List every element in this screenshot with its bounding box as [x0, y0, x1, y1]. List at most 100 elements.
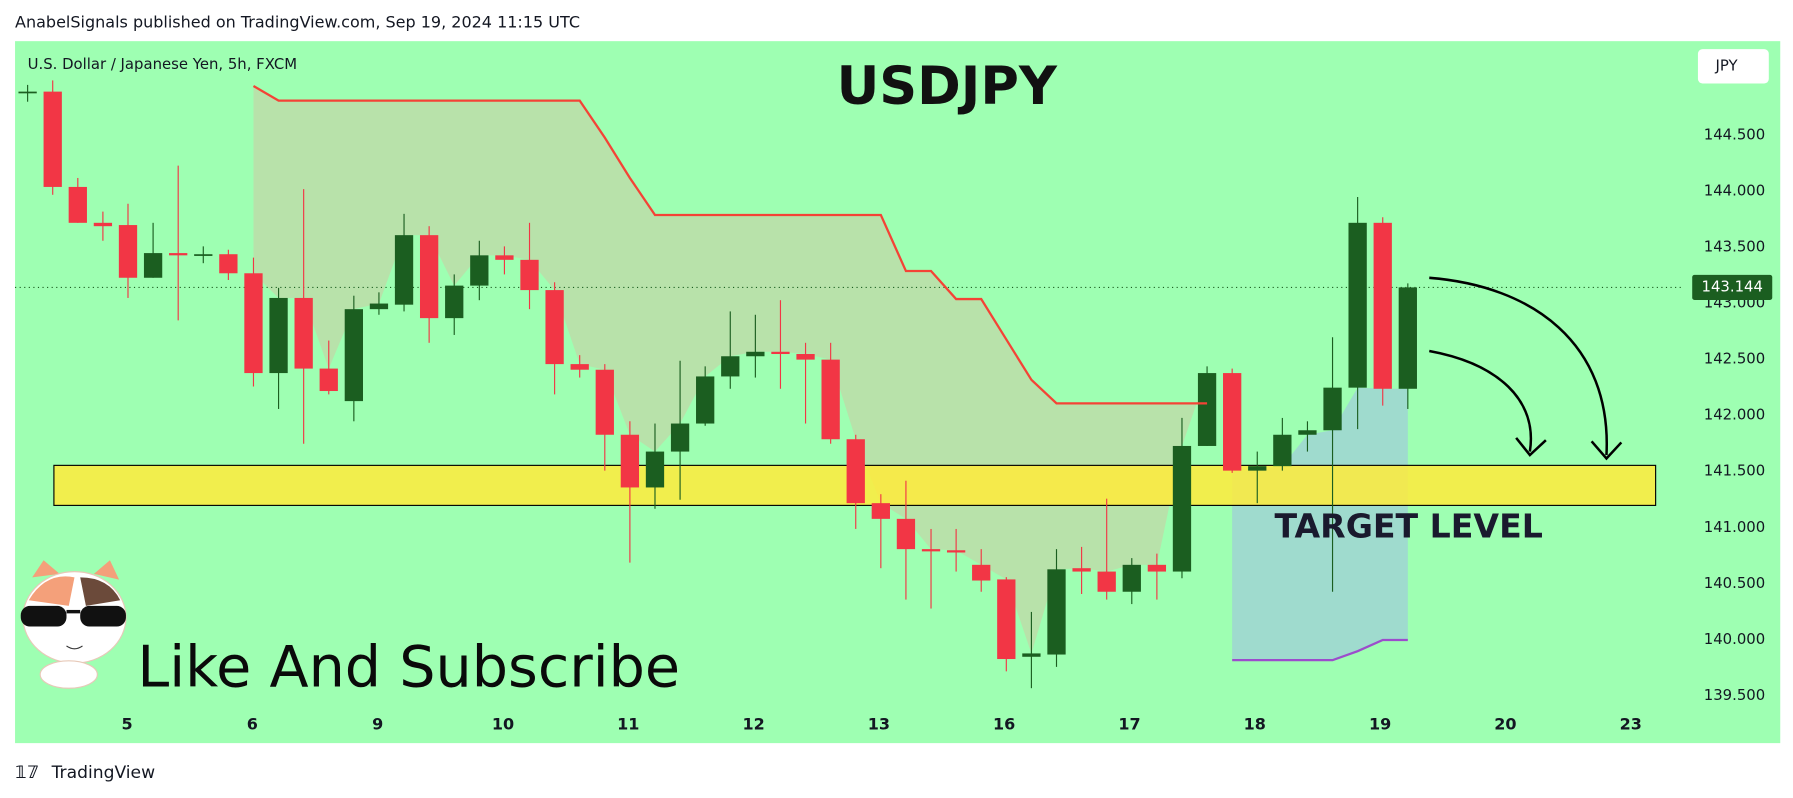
- currency[interactable]: JPY: [1714, 56, 1738, 74]
- y-tick-label: 144.500: [1704, 125, 1765, 143]
- x-tick-label: 10: [492, 714, 514, 733]
- last-price-label: 143.144: [1702, 277, 1763, 295]
- candle-body: [1323, 387, 1342, 431]
- symbol: U.S. Dollar / Japanese Yen, 5h, FXCM: [28, 55, 297, 73]
- band-line: [1232, 638, 1408, 662]
- candle-body: [1373, 222, 1392, 389]
- arrow-head: [1590, 440, 1623, 461]
- arrow-head: [1515, 437, 1547, 457]
- x-tick-label: 13: [868, 714, 890, 733]
- candle-body: [1072, 568, 1091, 572]
- x-tick-label: 11: [617, 714, 639, 733]
- candle-body: [1122, 564, 1141, 592]
- candle-body: [746, 351, 765, 357]
- last-price-box: [1692, 274, 1773, 300]
- candle-body: [194, 254, 213, 256]
- candle-body: [570, 364, 589, 370]
- annotation: Like And Subscribe: [137, 635, 680, 701]
- candle-body: [294, 297, 313, 369]
- candle-body: [946, 550, 966, 553]
- candle-body: [696, 376, 715, 424]
- y-tick-label: 143.500: [1704, 237, 1765, 255]
- candle-body: [244, 273, 263, 374]
- y-tick-label: 142.500: [1704, 350, 1765, 368]
- candle-body: [1097, 571, 1116, 592]
- candle-body: [997, 579, 1016, 660]
- candle-body: [394, 235, 414, 305]
- y-tick-label: 140.500: [1704, 574, 1765, 592]
- candle-body: [1298, 430, 1317, 435]
- candle-body: [369, 303, 389, 310]
- candle-body: [896, 518, 916, 550]
- candle-body: [319, 368, 338, 392]
- fills: [253, 86, 1408, 661]
- candle-body: [269, 297, 288, 374]
- candle-body: [18, 91, 37, 94]
- candle-body: [143, 253, 163, 278]
- candle-body: [1022, 653, 1041, 657]
- candle-body: [43, 91, 62, 187]
- candle-body: [670, 423, 690, 452]
- candle-body: [1398, 287, 1417, 389]
- y-tick-label: 140.000: [1704, 630, 1765, 648]
- x-tick-label: 23: [1620, 714, 1642, 733]
- x-tick-label: 20: [1494, 714, 1516, 733]
- candle-body: [520, 259, 539, 291]
- candle-body: [645, 451, 665, 488]
- y-tick-label: 142.000: [1704, 406, 1765, 424]
- candle-body: [445, 285, 464, 319]
- candle-body: [721, 356, 740, 377]
- y-tick-label: 144.000: [1704, 181, 1765, 199]
- candle-body: [219, 254, 238, 274]
- candle-body: [846, 439, 865, 504]
- trend-fill: [253, 86, 1208, 654]
- candle-body: [419, 235, 439, 319]
- candle-body: [68, 186, 87, 223]
- x-tick-label: 5: [122, 714, 133, 733]
- chart-title: USDJPY: [837, 56, 1058, 117]
- candle-body: [1348, 222, 1367, 388]
- x-tick-label: 12: [742, 714, 764, 733]
- candle-body: [1223, 373, 1242, 471]
- y-tick-label: 141.000: [1704, 518, 1765, 536]
- x-tick-label: 18: [1244, 714, 1266, 733]
- candle-body: [545, 290, 564, 365]
- currency-button[interactable]: [1697, 49, 1769, 84]
- y-tick-label: 141.500: [1704, 462, 1765, 480]
- candle-body: [169, 253, 188, 256]
- candle-body: [495, 255, 514, 260]
- footer: TradingView: [51, 763, 155, 783]
- header: AnabelSignals published on TradingView.c…: [15, 12, 580, 31]
- candle-body: [972, 564, 991, 581]
- candle-body: [921, 549, 941, 552]
- candle-body: [771, 351, 790, 355]
- candle-body: [344, 309, 363, 402]
- candle-body: [1047, 569, 1066, 655]
- candle-body: [1197, 373, 1217, 446]
- candle-body: [1147, 564, 1167, 572]
- candle-body: [470, 255, 489, 286]
- band-line: [252, 85, 1208, 405]
- x-tick-label: 16: [993, 714, 1015, 733]
- candle-body: [1172, 445, 1192, 572]
- candle-body: [93, 222, 113, 227]
- lines: [252, 85, 1408, 662]
- candle-body: [595, 369, 614, 435]
- arrow: [1429, 276, 1608, 456]
- candle-body: [1273, 434, 1292, 467]
- x-tick-label: 6: [247, 714, 258, 733]
- annotation: TARGET LEVEL: [1275, 507, 1543, 546]
- candle-body: [620, 434, 640, 488]
- plot-bg: [15, 41, 1781, 744]
- candle-body: [1248, 466, 1267, 471]
- x-tick-label: 17: [1118, 714, 1140, 733]
- candle-body: [821, 359, 840, 440]
- mascot: [20, 560, 127, 689]
- candles: [18, 80, 1417, 689]
- trend-fill: [1232, 387, 1408, 661]
- y-tick-label: 139.500: [1704, 686, 1765, 704]
- candle-body: [118, 225, 138, 278]
- x-tick-label: 19: [1369, 714, 1391, 733]
